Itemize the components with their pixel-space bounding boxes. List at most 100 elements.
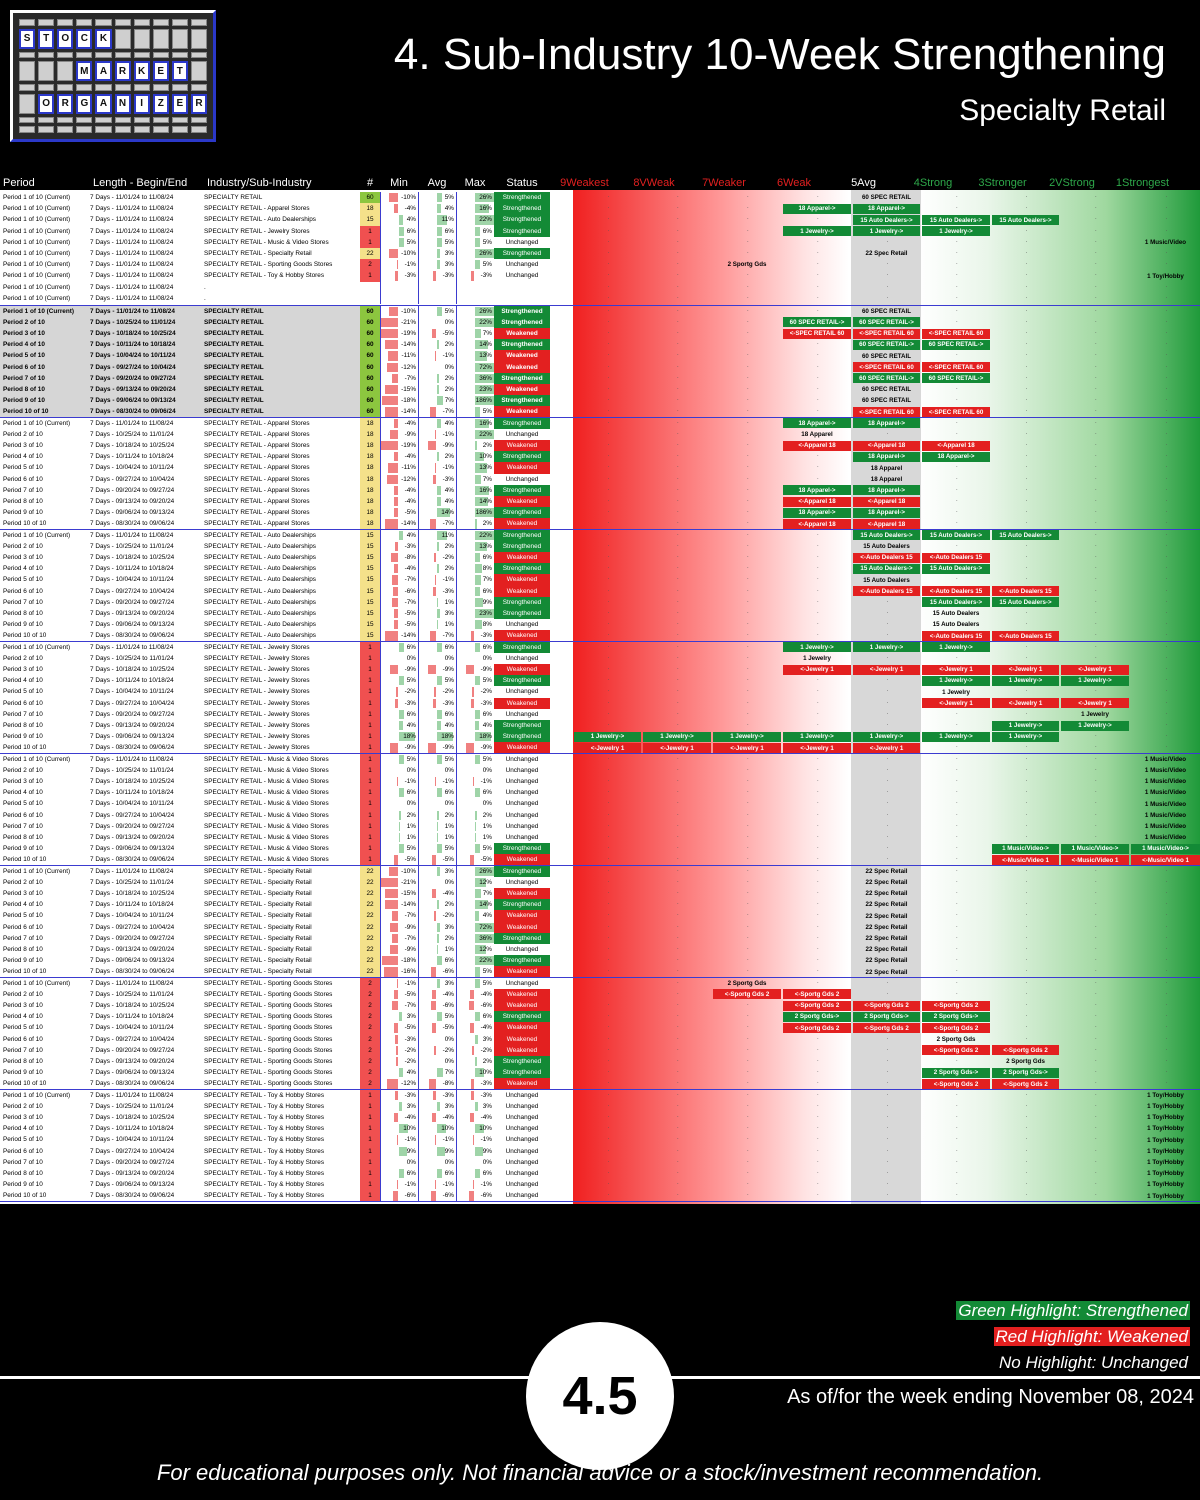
page-subtitle: Specialty Retail (959, 94, 1166, 127)
status-cell: Weakened (494, 518, 550, 530)
avg-cell: 7% (418, 1067, 456, 1079)
table-row: Period 9 of 10 7 Days - 09/06/24 to 09/13… (0, 1067, 1200, 1079)
length-cell: 7 Days - 10/18/24 to 10/25/24 (90, 554, 175, 562)
length-cell: 7 Days - 11/01/24 to 11/08/24 (90, 419, 174, 427)
count-cell: 1 (360, 708, 380, 720)
max-cell: 16% (456, 203, 494, 215)
strength-tag: 60 SPEC RETAIL (861, 307, 912, 315)
value-bar (385, 519, 398, 529)
empty-bucket-dot: . (607, 407, 610, 414)
empty-bucket-dot: . (677, 1068, 679, 1075)
avg-cell: -9% (418, 440, 456, 452)
empty-bucket-dot: . (607, 1191, 610, 1198)
length-cell: 7 Days - 10/18/24 to 10/25/24 (90, 890, 175, 898)
strength-tag: 1 Jewelry-> (853, 731, 920, 742)
empty-bucket-dot: . (1165, 609, 1168, 615)
empty-bucket-dot: . (677, 553, 679, 559)
empty-bucket-dot: . (677, 676, 679, 683)
period-cell: Period 7 of 10 (3, 598, 43, 606)
empty-bucket-dot: . (607, 441, 610, 447)
empty-bucket-dot: . (607, 586, 610, 593)
avg-cell: -1% (418, 350, 456, 362)
max-cell: 1% (456, 820, 494, 832)
empty-bucket-dot: . (607, 609, 610, 615)
strength-tag: <-Sportg Gds 2 (992, 1045, 1059, 1056)
length-cell: 7 Days - 10/25/24 to 11/01/24 (90, 1102, 174, 1110)
max-cell: 13% (456, 350, 494, 362)
period-cell: Period 1 of 10 (Current) (3, 643, 71, 651)
min-cell: -9% (380, 428, 418, 440)
table-row: Period 7 of 10 7 Days - 09/20/24 to 09/27… (0, 1156, 1200, 1168)
strength-tag: 1 Jewelry-> (853, 226, 920, 237)
max-cell: 10% (456, 451, 494, 463)
empty-bucket-dot: . (607, 497, 610, 503)
count-cell: 1 (360, 675, 380, 687)
length-cell: 7 Days - 09/27/24 to 10/04/24 (90, 587, 175, 595)
empty-bucket-dot: . (886, 978, 889, 985)
period-cell: Period 5 of 10 (3, 912, 43, 920)
logo-tile (171, 84, 188, 91)
length-cell: 7 Days - 10/04/24 to 10/11/24 (90, 576, 174, 584)
min-cell: -7% (380, 596, 418, 608)
period-cell: Period 2 of 10 (3, 1102, 43, 1110)
empty-bucket-dot: . (956, 396, 958, 403)
industry-cell: SPECIALTY RETAIL - Jewelry Stores (204, 227, 310, 235)
industry-cell: SPECIALTY RETAIL - Auto Dealerships (204, 621, 316, 629)
table-row: Period 8 of 10 7 Days - 09/13/24 to 09/20… (0, 944, 1200, 956)
empty-bucket-dot: . (956, 709, 958, 716)
max-cell: 0% (456, 798, 494, 810)
count-cell: 1 (360, 1134, 380, 1146)
empty-bucket-dot: . (1025, 1191, 1028, 1198)
logo-tile: A (95, 93, 112, 114)
value-bar (475, 586, 481, 596)
strength-tag: 18 Apparel-> (922, 451, 990, 462)
min-cell: 4% (380, 720, 418, 732)
strength-tag: <-Auto Dealers 15 (922, 631, 990, 641)
industry-cell: SPECIALTY RETAIL - Music & Video Stores (204, 845, 329, 853)
table-row: Period 3 of 10 7 Days - 10/18/24 to 10/25… (0, 776, 1200, 788)
column-header: Min (390, 177, 408, 189)
value-bar (475, 676, 480, 686)
empty-bucket-dot: . (747, 1090, 749, 1097)
empty-bucket-dot: . (1095, 418, 1097, 425)
empty-bucket-dot: . (607, 564, 610, 571)
period-cell: Period 1 of 10 (Current) (3, 531, 71, 539)
value-bar (470, 989, 474, 999)
count-cell: 22 (360, 921, 380, 933)
strength-tag: <-Sportg Gds 2 (922, 1045, 990, 1056)
empty-bucket-dot: . (747, 1045, 749, 1052)
empty-bucket-dot: . (817, 821, 819, 828)
avg-cell: -1% (418, 574, 456, 586)
empty-bucket-dot: . (1165, 687, 1168, 694)
industry-cell: SPECIALTY RETAIL - Specialty Retail (204, 968, 312, 976)
strength-tag: <-Apparel 18 (783, 496, 851, 507)
value-bar (475, 541, 487, 551)
status-cell: Strengthened (494, 316, 550, 328)
avg-cell: 18% (418, 731, 456, 743)
empty-bucket-dot: . (886, 1157, 889, 1164)
empty-bucket-dot: . (1165, 396, 1168, 403)
empty-bucket-dot: . (607, 866, 610, 873)
value-bar (437, 564, 439, 574)
min-cell: -4% (380, 484, 418, 496)
period-cell: Period 9 of 10 (3, 845, 43, 853)
empty-bucket-dot: . (956, 485, 958, 492)
strength-tag: 2 Sportg Gds (727, 261, 767, 269)
avg-cell: 0% (418, 316, 456, 328)
table-row: Period 8 of 10 7 Days - 09/13/24 to 09/20… (0, 832, 1200, 844)
strength-tag: 1 Jewelry-> (853, 642, 920, 653)
empty-bucket-dot: . (747, 810, 749, 817)
empty-bucket-dot: . (1025, 226, 1028, 233)
strength-tag: <-Jewelry 1 (922, 664, 990, 675)
min-cell: -5% (380, 608, 418, 620)
period-cell: Period 10 of 10 (3, 520, 47, 528)
empty-bucket-dot: . (1165, 620, 1168, 627)
min-cell: 5% (380, 753, 418, 765)
value-bar (437, 1012, 442, 1022)
empty-bucket-dot: . (1095, 1045, 1097, 1052)
min-cell: -15% (380, 888, 418, 900)
empty-bucket-dot: . (1095, 1012, 1097, 1019)
industry-cell: SPECIALTY RETAIL - Auto Dealerships (204, 565, 316, 573)
value-bar (399, 833, 400, 843)
empty-bucket-dot: . (956, 777, 958, 783)
